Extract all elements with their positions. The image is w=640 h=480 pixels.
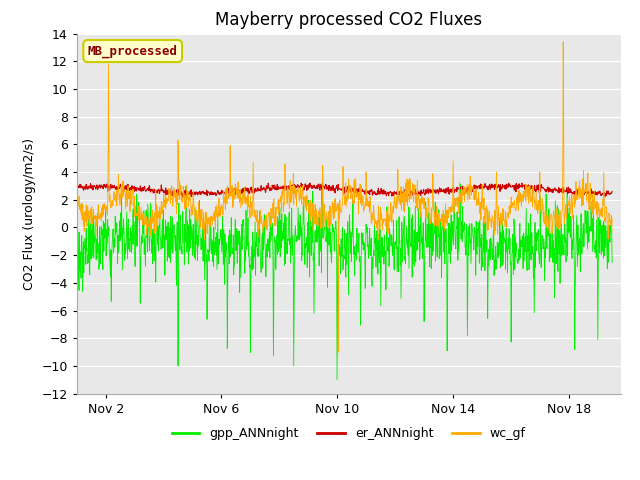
Legend: gpp_ANNnight, er_ANNnight, wc_gf: gpp_ANNnight, er_ANNnight, wc_gf — [167, 422, 531, 445]
Text: MB_processed: MB_processed — [88, 44, 178, 58]
Title: Mayberry processed CO2 Fluxes: Mayberry processed CO2 Fluxes — [215, 11, 483, 29]
Y-axis label: CO2 Flux (urology/m2/s): CO2 Flux (urology/m2/s) — [23, 138, 36, 289]
